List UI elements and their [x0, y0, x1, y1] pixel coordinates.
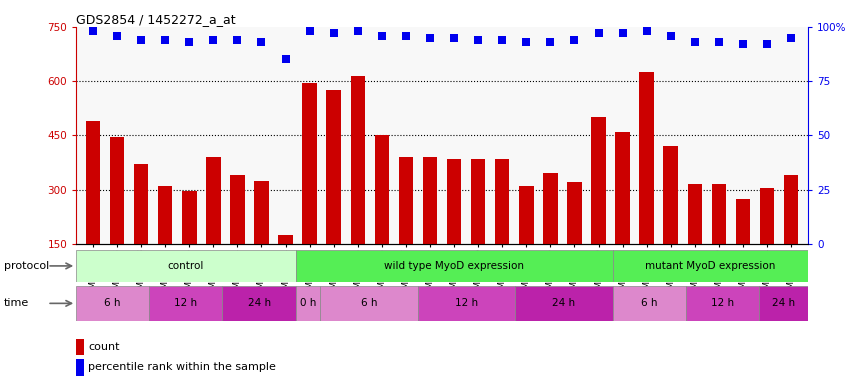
Point	[158, 37, 172, 43]
Point	[351, 28, 365, 34]
Bar	[76, 339, 84, 355]
Bar	[320, 286, 418, 321]
Text: mutant MyoD expression: mutant MyoD expression	[645, 261, 776, 271]
Point	[206, 37, 220, 43]
Text: 24 h: 24 h	[552, 298, 575, 308]
Point	[183, 39, 196, 45]
Bar	[784, 175, 799, 298]
Point	[616, 30, 629, 36]
Point	[640, 28, 653, 34]
Point	[135, 37, 148, 43]
Bar	[206, 157, 221, 298]
Text: protocol: protocol	[4, 261, 49, 271]
Point	[761, 41, 774, 47]
Bar	[398, 157, 413, 298]
Bar	[447, 159, 461, 298]
Text: 6 h: 6 h	[641, 298, 657, 308]
Bar	[591, 117, 606, 298]
Text: 24 h: 24 h	[248, 298, 271, 308]
Bar	[110, 137, 124, 298]
Point	[471, 37, 485, 43]
Bar	[76, 286, 149, 321]
Bar	[663, 146, 678, 298]
Point	[279, 56, 293, 63]
Text: 6 h: 6 h	[360, 298, 377, 308]
Bar	[688, 184, 702, 298]
Bar	[182, 191, 196, 298]
Text: count: count	[88, 341, 119, 351]
Point	[688, 39, 701, 45]
Bar	[327, 90, 341, 298]
Point	[303, 28, 316, 34]
Point	[712, 39, 726, 45]
Point	[544, 39, 558, 45]
Point	[375, 33, 388, 39]
Bar	[640, 72, 654, 298]
Bar	[567, 182, 582, 298]
Bar	[760, 188, 774, 298]
Point	[591, 30, 605, 36]
Text: 0 h: 0 h	[299, 298, 316, 308]
Bar	[85, 121, 100, 298]
Bar	[736, 199, 750, 298]
Point	[231, 37, 244, 43]
Bar	[375, 136, 389, 298]
Bar	[711, 184, 726, 298]
Point	[399, 33, 413, 39]
Point	[784, 35, 798, 41]
Bar	[76, 359, 84, 376]
Bar	[230, 175, 244, 298]
Bar	[149, 286, 222, 321]
Text: percentile rank within the sample: percentile rank within the sample	[88, 362, 276, 372]
Bar	[543, 173, 558, 298]
Text: GDS2854 / 1452272_a_at: GDS2854 / 1452272_a_at	[76, 13, 236, 26]
Point	[736, 41, 750, 47]
Bar	[76, 250, 296, 282]
Bar	[296, 250, 613, 282]
Text: control: control	[168, 261, 204, 271]
Bar	[423, 157, 437, 298]
Bar	[613, 250, 808, 282]
Bar	[471, 159, 486, 298]
Bar	[759, 286, 808, 321]
Point	[496, 37, 509, 43]
Bar	[255, 180, 269, 298]
Bar	[418, 286, 515, 321]
Point	[664, 33, 678, 39]
Text: 12 h: 12 h	[174, 298, 197, 308]
Point	[423, 35, 437, 41]
Bar	[134, 164, 148, 298]
Point	[327, 30, 340, 36]
Text: 12 h: 12 h	[455, 298, 478, 308]
Point	[255, 39, 268, 45]
Point	[519, 39, 533, 45]
Bar	[686, 286, 759, 321]
Bar	[278, 235, 293, 298]
Bar	[302, 83, 317, 298]
Bar	[519, 186, 534, 298]
Point	[448, 35, 461, 41]
Text: time: time	[4, 298, 30, 308]
Bar	[222, 286, 296, 321]
Bar	[350, 76, 365, 298]
Text: 12 h: 12 h	[711, 298, 734, 308]
Point	[110, 33, 124, 39]
Bar	[158, 186, 173, 298]
Bar	[495, 159, 509, 298]
Bar	[515, 286, 613, 321]
Text: 24 h: 24 h	[772, 298, 795, 308]
Text: wild type MyoD expression: wild type MyoD expression	[384, 261, 525, 271]
Point	[568, 37, 581, 43]
Point	[86, 28, 100, 34]
Bar	[615, 132, 629, 298]
Bar	[613, 286, 686, 321]
Text: 6 h: 6 h	[104, 298, 121, 308]
Bar	[296, 286, 320, 321]
